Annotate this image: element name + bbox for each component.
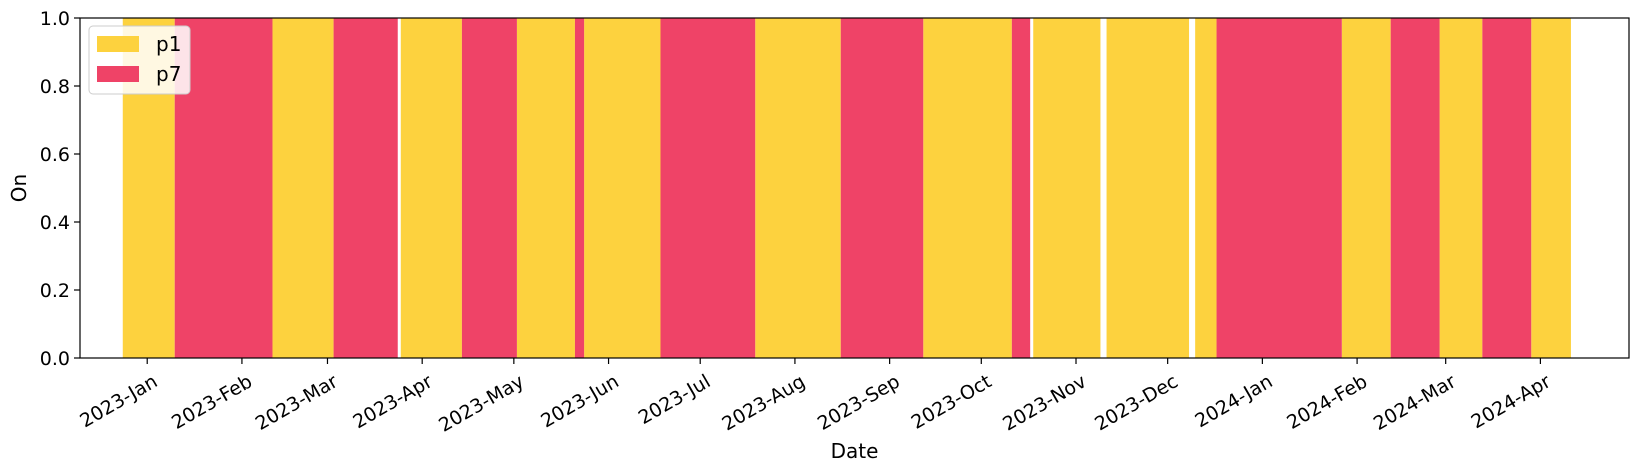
bar-p1-7 xyxy=(1033,18,1101,358)
legend-swatch-p1 xyxy=(97,36,139,52)
y-tick-label: 0.2 xyxy=(40,280,70,302)
bar-p7-5 xyxy=(840,18,924,358)
x-axis-label: Date xyxy=(831,439,879,463)
x-tick-label: 2024-Apr xyxy=(1468,370,1555,433)
legend-swatch-p7 xyxy=(97,66,139,82)
x-tick-label: 2023-May xyxy=(435,370,528,436)
bar-p1-9 xyxy=(1195,18,1217,358)
x-tick-label: 2023-Jan xyxy=(76,370,161,432)
bar-p1-10 xyxy=(1341,18,1391,358)
bar-p7-1 xyxy=(333,18,398,358)
bar-p7-2 xyxy=(461,18,517,358)
y-tick-label: 0.0 xyxy=(40,348,70,370)
x-tick-label: 2023-Nov xyxy=(999,370,1090,435)
x-tick-label: 2024-Mar xyxy=(1370,370,1460,435)
legend-label-p1: p1 xyxy=(156,32,181,56)
y-tick-label: 0.8 xyxy=(40,76,70,98)
x-tick-label: 2023-Aug xyxy=(718,370,809,435)
x-tick-label: 2024-Jan xyxy=(1191,370,1276,432)
bars-layer xyxy=(122,18,1571,358)
y-tick-label: 1.0 xyxy=(40,8,70,30)
bar-p1-4 xyxy=(584,18,661,358)
x-tick-label: 2023-Jul xyxy=(635,370,715,429)
bar-p1-1 xyxy=(272,18,334,358)
bar-p7-9 xyxy=(1482,18,1532,358)
plot-frame xyxy=(79,17,1630,359)
x-tick-label: 2023-Apr xyxy=(349,370,436,433)
bar-p1-6 xyxy=(923,18,1012,358)
bar-p1-11 xyxy=(1439,18,1483,358)
x-tick-label: 2023-Sep xyxy=(814,370,904,435)
y-tick-label: 0.6 xyxy=(40,144,70,166)
bar-p1-3 xyxy=(516,18,575,358)
bar-p7-6 xyxy=(1011,18,1031,358)
x-tick-label: 2024-Feb xyxy=(1283,370,1371,433)
bar-p1-5 xyxy=(755,18,841,358)
bar-p1-8 xyxy=(1106,18,1190,358)
x-tick-label: 2023-Jun xyxy=(537,370,622,432)
bar-p7-4 xyxy=(660,18,756,358)
bar-p7-8 xyxy=(1390,18,1440,358)
x-tick-label: 2023-Mar xyxy=(252,370,342,435)
y-axis: 0.0 0.2 0.4 0.6 0.8 1.0 xyxy=(40,8,80,370)
x-tick-label: 2023-Feb xyxy=(168,370,256,433)
y-tick-label: 0.4 xyxy=(40,212,70,234)
bar-p1-2 xyxy=(400,18,462,358)
legend-label-p7: p7 xyxy=(156,62,181,86)
bar-p1-12 xyxy=(1531,18,1571,358)
bar-p7-0 xyxy=(174,18,273,358)
y-axis-label: On xyxy=(7,174,31,202)
bar-p7-3 xyxy=(574,18,585,358)
bar-p7-7 xyxy=(1216,18,1342,358)
x-tick-label: 2023-Oct xyxy=(908,370,996,433)
x-tick-label: 2023-Dec xyxy=(1091,370,1182,435)
